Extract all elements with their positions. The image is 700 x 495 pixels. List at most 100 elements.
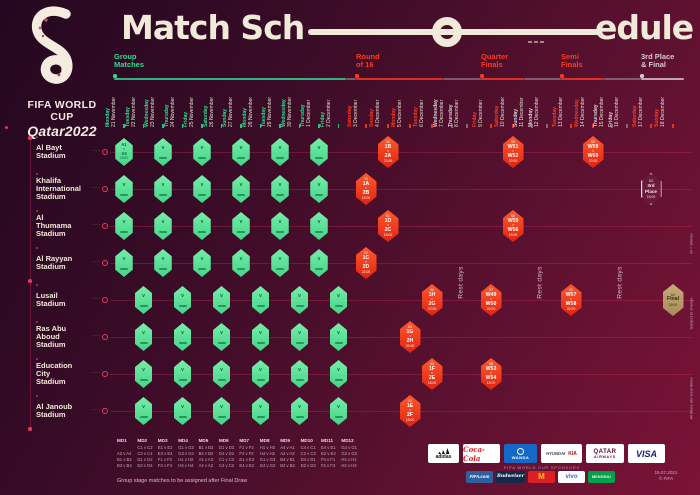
- section-underline-dot: [480, 74, 484, 78]
- vivo-logo: vivo: [558, 471, 585, 483]
- date-label: Sunday 18 December: [654, 96, 666, 127]
- stadium-marker-dot: [36, 321, 39, 324]
- matchday-column: MD11 E4 v E1 E2 v E3 F4 v F1 F2 v F3: [321, 438, 336, 468]
- stadium-node-icon: [102, 223, 108, 229]
- match-hexagon-58: 58 W53 v W54 18:00: [480, 358, 502, 390]
- date-tick: [259, 124, 262, 128]
- stadium-node-icon: [102, 371, 108, 377]
- group-match-hexagon: v: [212, 286, 231, 314]
- bracket-dot: [28, 136, 32, 140]
- stadium-node-icon: [102, 297, 108, 303]
- date-tick: [142, 124, 145, 128]
- date-label: Saturday 26 November: [202, 96, 215, 127]
- title-donut-icon: [432, 17, 462, 47]
- date-tick: [365, 124, 367, 128]
- section-header-final: 3rd Place & Final: [641, 52, 675, 69]
- section-underline: [524, 78, 561, 80]
- date-tick: [546, 124, 548, 128]
- stadium-label: Education City Stadium: [36, 360, 73, 386]
- sponsor-row-2: FIFA.com Budweiser M vivo MENGNIU: [466, 471, 615, 483]
- date-tick: [240, 124, 242, 128]
- date-label: Friday 16 December: [608, 96, 620, 127]
- date-label: Tuesday 22 November: [124, 96, 137, 127]
- date-label: Sunday 27 November: [222, 96, 234, 127]
- section-underline: [346, 78, 356, 80]
- publication-credit: 15.07.2021 © FIFA: [654, 470, 678, 481]
- section-header-qf: Quarter Finals: [481, 52, 509, 69]
- date-label: Wednesday 23 November: [144, 96, 156, 127]
- date-label: Wednesday 30 November: [280, 96, 293, 127]
- group-match-hexagon: v: [193, 175, 211, 203]
- date-label: Thursday 1 December: [300, 99, 312, 127]
- stadium-label: Lusail Stadium: [36, 290, 66, 308]
- group-match-hexagon: v: [212, 360, 231, 388]
- side-note: All times are local times: [688, 377, 694, 420]
- match-hexagon-52: 52 1B v 2A 22:00: [377, 136, 399, 168]
- date-tick: [162, 124, 164, 128]
- adidas-logo: adidas: [428, 444, 459, 463]
- rest-days-label: Rest days: [457, 266, 465, 299]
- section-underline: [356, 78, 443, 80]
- match-hexagon-49: 49 1A v 2B 18:00: [355, 173, 377, 205]
- date-label: Friday 9 December: [472, 99, 484, 127]
- matchday-column: MD7 F1 v F3 F4 v F2 E1 v E3 E4 v E2: [239, 438, 255, 468]
- fifa-qatar-2022-logo: FIFA WORLD CUP Qatar2022: [16, 6, 108, 139]
- stadium-label: Al Thumama Stadium: [36, 212, 72, 238]
- group-match-hexagon: v: [134, 286, 153, 314]
- qatar-2022-wordmark: Qatar2022: [27, 123, 97, 139]
- group-match-hexagon: v: [290, 323, 309, 351]
- date-label: Saturday 10 December: [494, 96, 506, 127]
- section-underline: [641, 78, 684, 80]
- match-hexagon-61: 61 W57 v W58 22:00: [560, 284, 582, 316]
- stadium-marker-dot: [36, 247, 39, 250]
- date-tick: [279, 124, 281, 128]
- match-hexagon-51: 51 1D v 2C 18:00: [377, 210, 399, 242]
- group-match-hexagon: v: [290, 397, 309, 425]
- matchday-column: MD12 G4 v G1 G2 v G3 H4 v H1 H2 v H3: [341, 438, 357, 468]
- date-label: Saturday 3 December: [347, 99, 359, 127]
- group-match-hexagon: v: [134, 360, 153, 388]
- matchday-column: MD6 D1 v D3 D4 v D2 C1 v C3 C4 v C2: [219, 438, 235, 468]
- date-tick: [123, 124, 125, 128]
- wanda-logo: WANDA: [504, 444, 537, 463]
- match-hexagon-54: 54 1G v 2H 22:00: [399, 321, 421, 353]
- group-match-hexagon: v: [310, 175, 328, 203]
- section-header-sf: Semi Finals: [561, 52, 583, 69]
- stadium-label: Al Janoub Stadium: [36, 401, 73, 419]
- match-hexagon-53: 53 1E v 2F 18:00: [399, 395, 421, 427]
- match-hexagon-56: 56 1H v 2G 22:00: [421, 284, 443, 316]
- group-match-hexagon: v: [193, 138, 211, 166]
- group-match-hexagon: v: [251, 286, 270, 314]
- stadium-row-line: [110, 189, 692, 190]
- section-header-r16: Round of 16: [356, 52, 380, 69]
- date-tick: [298, 124, 301, 128]
- matchday-column: MD10 C4 v C1 C2 v C3 D4 v D1 D2 v D3: [300, 438, 316, 468]
- date-tick: [531, 124, 533, 128]
- date-label: Thursday 24 November: [163, 96, 176, 127]
- section-underline-dot: [113, 74, 117, 78]
- group-match-hexagon: v: [173, 286, 192, 314]
- group-match-hexagon: v: [154, 175, 172, 203]
- page-title-left: Match Sch: [121, 8, 305, 47]
- date-label: Friday 25 November: [183, 96, 195, 127]
- section-underline: [561, 78, 604, 80]
- stadium-node-icon: [102, 149, 108, 155]
- match-hexagon-57: 57 W49 v W50 22:00: [480, 284, 502, 316]
- date-tick: [570, 124, 572, 128]
- group-match-hexagon: v: [212, 323, 231, 351]
- rest-days-label: Rest days: [536, 266, 544, 299]
- stadium-label: Khalifa International Stadium: [36, 175, 82, 201]
- date-tick: [181, 124, 184, 128]
- match-hexagon-55: 55 1F v 2E 18:00: [421, 358, 443, 390]
- stadium-node-icon: [102, 334, 108, 340]
- date-label: Tuesday 6 December: [413, 99, 425, 127]
- sponsor-row-1: adidas Coca-Cola WANDA HYUNDAI KIA QATAR…: [428, 444, 665, 463]
- date-tick: [387, 124, 389, 128]
- stadium-marker-dot: [36, 136, 39, 139]
- stadium-marker-dot: [36, 210, 39, 213]
- group-match-hexagon: v: [134, 323, 153, 351]
- matchday-column: MD1 A3 v A4 B1 v B2 B3 v B4: [117, 438, 132, 468]
- section-underline-dot: [560, 74, 564, 78]
- group-match-hexagon: v: [251, 397, 270, 425]
- date-tick: [451, 124, 453, 128]
